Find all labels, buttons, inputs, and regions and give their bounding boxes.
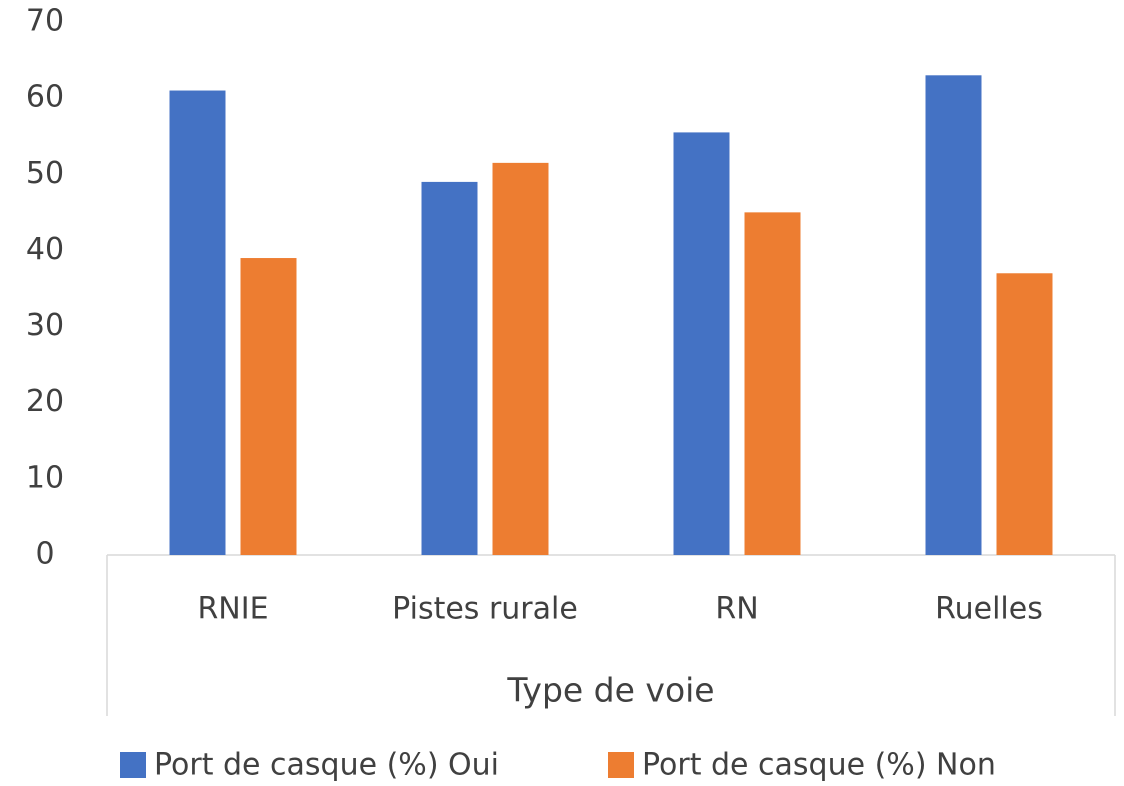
bar — [240, 258, 297, 555]
bar — [169, 90, 226, 556]
y-tick-label: 30 — [26, 308, 64, 343]
x-tick-label: Ruelles — [935, 592, 1043, 627]
legend-swatch — [608, 752, 634, 778]
bar — [996, 273, 1053, 555]
legend-label: Port de casque (%) Oui — [154, 748, 499, 783]
y-tick-label: 60 — [26, 80, 64, 115]
y-tick-label: 40 — [26, 232, 64, 267]
x-tick-label: RNIE — [197, 592, 268, 627]
y-tick-label: 50 — [26, 156, 64, 191]
x-axis-title: Type de voie — [506, 671, 714, 710]
y-tick-label: 20 — [26, 384, 64, 419]
bar — [421, 181, 478, 555]
bar — [744, 212, 801, 555]
bar — [925, 75, 982, 556]
x-tick-label: RN — [715, 592, 758, 627]
y-tick-label: 0 — [35, 537, 54, 572]
bar — [492, 162, 549, 555]
legend-label: Port de casque (%) Non — [642, 748, 996, 783]
y-tick-label: 70 — [26, 4, 64, 39]
legend-swatch — [120, 752, 146, 778]
x-tick-label: Pistes rurale — [392, 592, 578, 627]
bar — [673, 132, 730, 555]
y-tick-label: 10 — [26, 460, 64, 495]
